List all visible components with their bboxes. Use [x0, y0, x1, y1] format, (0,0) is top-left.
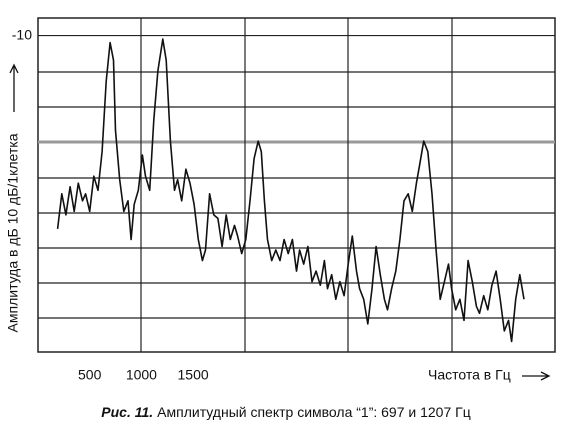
x-tick-label: 1500 — [178, 367, 209, 383]
plot-frame — [37, 17, 556, 353]
y-tick-label: -10 — [12, 26, 32, 42]
caption-label: Рис. 11. — [101, 404, 153, 420]
spectrum-line — [56, 38, 525, 343]
y-arrow — [9, 63, 19, 112]
x-tick-label: 1000 — [126, 367, 157, 383]
x-arrow — [522, 371, 551, 381]
x-tick-label: 500 — [78, 367, 102, 383]
x-axis-label: Частота в Гц — [428, 367, 511, 383]
grid — [38, 18, 555, 352]
caption-text: Амплитудный спектр символа “1”: 697 и 12… — [157, 404, 471, 420]
caption: Рис. 11. Амплитудный спектр символа “1”: … — [101, 404, 470, 420]
y-axis-label: Амплитуда в дБ 10 дБ/1клетка — [5, 133, 21, 332]
